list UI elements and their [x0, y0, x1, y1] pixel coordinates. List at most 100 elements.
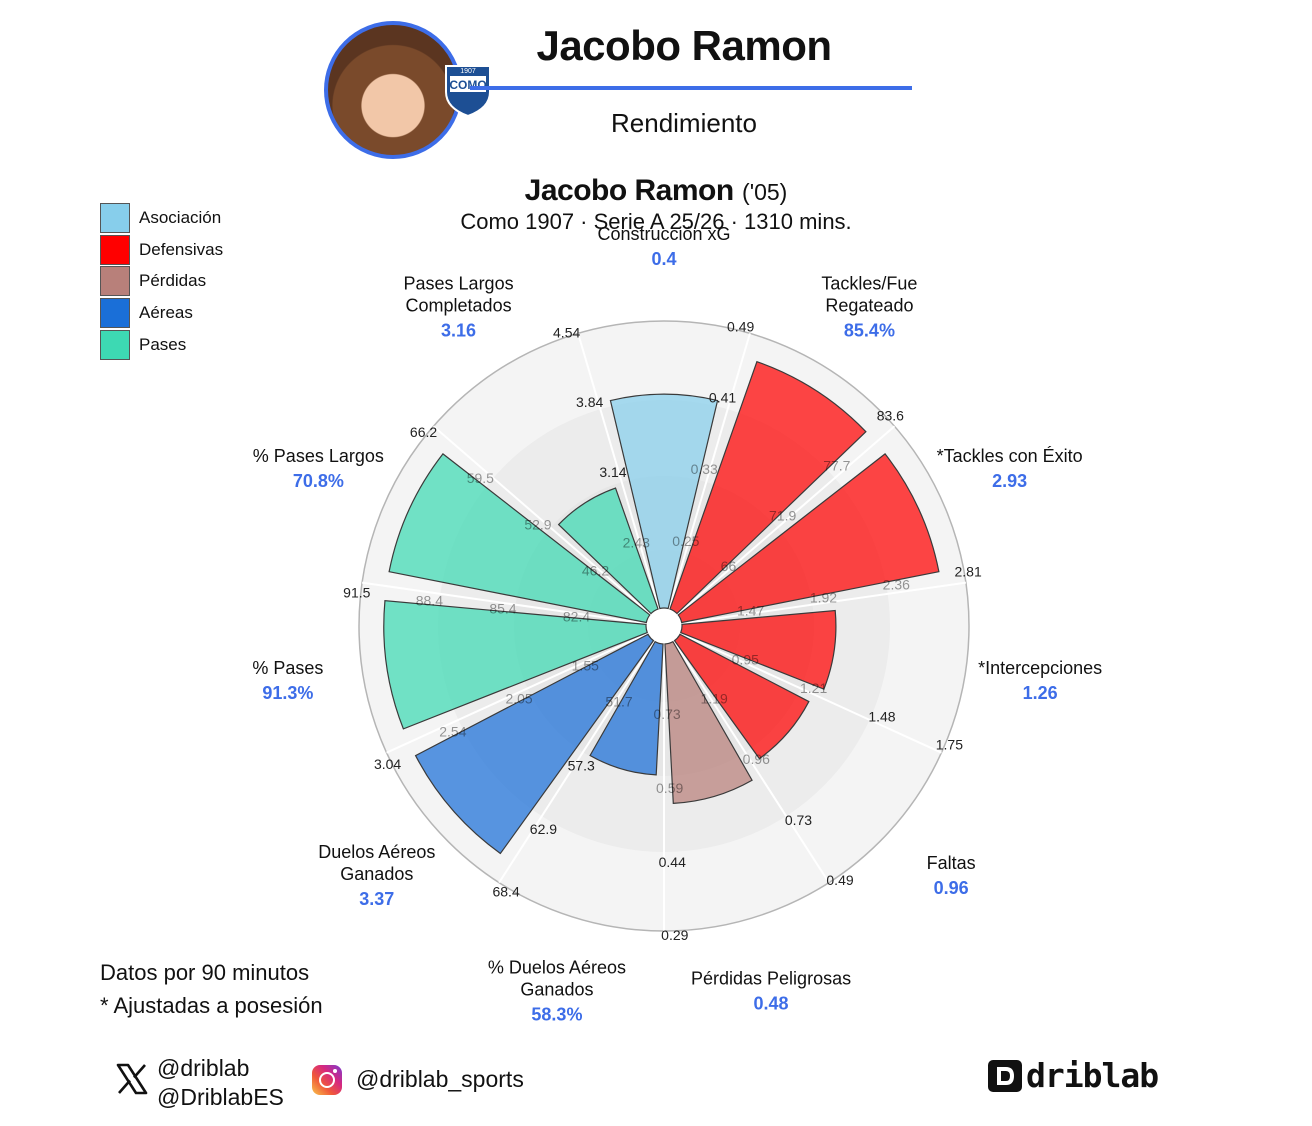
instagram-icon[interactable] [312, 1065, 342, 1095]
radar-label-text: Ganados [340, 864, 413, 884]
radar-tick-label: 0.49 [826, 872, 853, 888]
radar-tick-labels: 0.25 0.33 0.41 0.49 66 71.9 77.7 83.6 1.47 1.92 2.… [343, 319, 982, 943]
radar-tick-label: 2.36 [883, 576, 910, 592]
radar-bar [383, 600, 649, 730]
radar-label-text: Duelos Aéreos [318, 842, 435, 862]
radar-spoke [577, 333, 660, 610]
radar-tick-label: 1.48 [868, 708, 895, 724]
legend-item: Pérdidas [100, 266, 223, 298]
radar-tick-label: 4.54 [553, 325, 580, 341]
radar-label-value: 3.37 [359, 889, 394, 909]
radar-label-text: % Pases Largos [253, 446, 384, 466]
chart-title-year: ('05) [742, 179, 788, 205]
radar-label-text: Ganados [520, 980, 593, 1000]
footnotes: Datos por 90 minutos * Ajustadas a poses… [100, 956, 323, 1022]
x-handles: @driblab @DriblabES [157, 1054, 284, 1112]
radar-label: % Pases 91.3% [252, 658, 323, 703]
radar-bar [414, 633, 655, 855]
radar-tick-label: 2.05 [505, 690, 532, 706]
legend-label: Aéreas [139, 303, 193, 323]
radar-tick-label: 77.7 [823, 457, 850, 473]
radar-label-text: *Tackles con Éxito [937, 446, 1083, 466]
legend-item: Aéreas [100, 297, 223, 329]
radar-label-value: 0.96 [934, 878, 969, 898]
radar-bar [388, 452, 651, 624]
legend-item: Pases [100, 329, 223, 361]
radar-tick-label: 3.14 [599, 464, 626, 480]
radar-tick-label: 0.59 [656, 780, 683, 796]
radar-tick-label: 85.4 [489, 601, 516, 617]
radar-tick-label: 0.73 [653, 706, 680, 722]
radar-tick-label: 0.29 [661, 927, 688, 943]
radar-label: % Pases Largos 70.8% [253, 446, 384, 491]
radar-label-text: Pases Largos [404, 273, 514, 293]
radar-tick-label: 0.95 [732, 652, 759, 668]
radar-label-value: 3.16 [441, 320, 476, 340]
radar-tick-label: 51.7 [605, 694, 632, 710]
radar-spoke [668, 333, 751, 610]
radar-tick-label: 3.04 [374, 756, 401, 772]
radar-spoke [676, 425, 896, 615]
radar-label: Pérdidas Peligrosas 0.48 [691, 969, 851, 1014]
x-handle-driblab-es[interactable]: @DriblabES [157, 1084, 284, 1110]
radar-spoke [681, 581, 967, 625]
legend-swatch [100, 330, 130, 361]
legend-label: Defensivas [139, 239, 224, 259]
radar-tick-label: 68.4 [492, 884, 519, 900]
radar-tick-label: 88.4 [416, 593, 443, 609]
legend-swatch [100, 298, 130, 329]
driblab-logo: driblab [988, 1056, 1159, 1095]
radar-label-text: Completados [406, 295, 512, 315]
radar-tick-label: 0.73 [785, 812, 812, 828]
radar-label-text: Regateado [825, 295, 913, 315]
legend-label: Asociación [139, 207, 222, 227]
radar-tick-label: 66 [721, 558, 737, 574]
footnote-per90: Datos por 90 minutos [100, 960, 310, 985]
radar-tick-label: 46.2 [582, 563, 609, 579]
radar-label: Faltas 0.96 [927, 853, 976, 898]
radar-tick-label: 0.49 [727, 319, 754, 335]
chart-title-name: Jacobo Ramon [524, 174, 735, 207]
radar-tick-label: 1.47 [737, 602, 764, 618]
radar-bar [589, 640, 664, 776]
radar-tick-label: 66.2 [410, 424, 437, 440]
radar-label: *Intercepciones 1.26 [978, 658, 1102, 703]
radar-tick-label: 1.19 [701, 690, 728, 706]
radar-tick-label: 59.5 [467, 470, 494, 486]
radar-tick-label: 3.84 [576, 394, 603, 410]
x-logo-icon[interactable] [115, 1062, 149, 1096]
radar-spoke [432, 425, 652, 615]
club-badge-year: 1907 [460, 68, 476, 75]
radar-label-text: *Intercepciones [978, 658, 1102, 678]
radar-label-text: Faltas [927, 853, 976, 873]
radar-label: *Tackles con Éxito 2.93 [937, 446, 1083, 491]
radar-label-value: 70.8% [293, 471, 344, 491]
radar-bar [669, 360, 867, 615]
legend-swatch [100, 234, 130, 265]
legend-label: Pérdidas [139, 271, 207, 291]
radar-tick-label: 0.44 [659, 854, 686, 870]
legend: Asociación Defensivas Pérdidas Aéreas Pa… [100, 202, 223, 361]
radar-tick-label: 0.25 [672, 533, 699, 549]
x-handle-driblab[interactable]: @driblab [157, 1055, 250, 1081]
radar-spoke [386, 632, 649, 754]
legend-item: Asociación [100, 202, 223, 234]
radar-tick-label: 62.9 [530, 821, 557, 837]
radar-label: Construcción xG 0.4 [597, 224, 730, 269]
radar-bar [677, 452, 940, 624]
radar-tick-label: 83.6 [877, 408, 904, 424]
radar-tick-label: 1.55 [572, 657, 599, 673]
radar-bar [664, 640, 753, 804]
radar-tick-label: 2.81 [955, 563, 982, 579]
radar-tick-label: 82.4 [563, 609, 590, 625]
legend-swatch [100, 266, 130, 297]
radar-bar [609, 393, 719, 610]
radar-spoke [672, 640, 830, 884]
instagram-handle[interactable]: @driblab_sports [356, 1066, 524, 1092]
radar-label-value: 0.48 [754, 994, 789, 1014]
radar-label-text: Tackles/Fue [821, 273, 917, 293]
